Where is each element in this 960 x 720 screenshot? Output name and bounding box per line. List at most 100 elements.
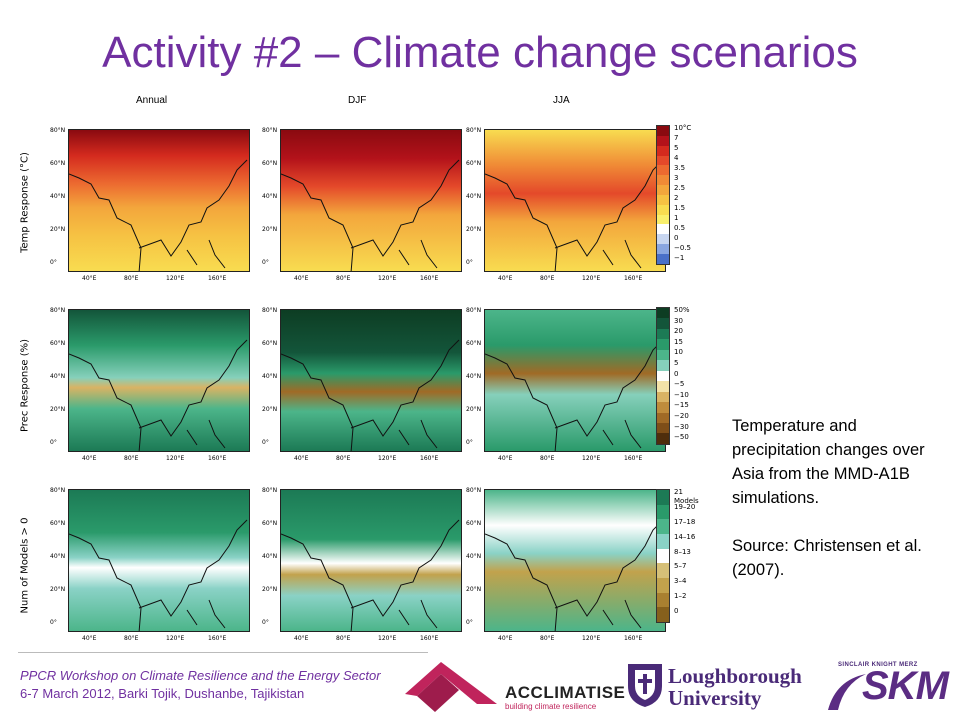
lat-tick-label: 80°N (262, 127, 278, 134)
acclimatise-logo-tagline: building climate resilience (505, 702, 597, 711)
lon-tick-label: 120°E (582, 455, 601, 462)
lat-tick-label: 60°N (262, 340, 278, 347)
colorbar-label: −0.5 (674, 244, 691, 252)
lon-tick-label: 120°E (582, 275, 601, 282)
lon-tick-label: 40°E (294, 275, 309, 282)
colorbar-label: 3 (674, 174, 679, 182)
lat-tick-label: 40°N (466, 373, 482, 380)
colorbar-swatch (657, 504, 669, 520)
lon-tick-label: 80°E (336, 455, 351, 462)
coastline-outline (485, 339, 664, 451)
lat-tick-label: 40°N (466, 193, 482, 200)
lat-tick-label: 20°N (50, 226, 66, 233)
colorbar-label: 0 (674, 607, 679, 615)
lon-tick-label: 80°E (540, 455, 555, 462)
lon-tick-label: 80°E (124, 455, 139, 462)
colorbar-label: 1–2 (674, 592, 687, 601)
lon-tick-label: 120°E (166, 275, 185, 282)
row-label-models: Num of Models > 0 (19, 517, 31, 614)
lon-tick-label: 160°E (208, 455, 227, 462)
map-panel-prec-djf (280, 309, 462, 452)
lon-tick-label: 80°E (336, 275, 351, 282)
colorbar-swatch (657, 370, 669, 382)
lat-tick-label: 0° (466, 439, 473, 446)
colorbar-label: 2.5 (674, 184, 686, 192)
colorbar-label: −15 (674, 401, 689, 410)
lat-tick-label: 20°N (50, 586, 66, 593)
colorbar-label: 2 (674, 194, 679, 202)
lat-tick-label: 0° (262, 619, 269, 626)
lat-tick-label: 80°N (50, 127, 66, 134)
colorbar-swatch (657, 519, 669, 534)
caption-source: Source: Christensen et al. (2007). (732, 537, 922, 579)
lat-tick-label: 60°N (50, 340, 66, 347)
colorbar-swatch (657, 135, 669, 146)
lat-tick-label: 20°N (262, 226, 278, 233)
lat-tick-label: 40°N (50, 553, 66, 560)
colorbar-label: −30 (674, 422, 689, 431)
colorbar-label: −20 (674, 412, 689, 421)
colorbar-swatch (657, 592, 669, 608)
loughborough-crest-icon (628, 664, 662, 707)
lon-tick-label: 120°E (378, 455, 397, 462)
lat-tick-label: 60°N (466, 160, 482, 167)
colorbar-prec (656, 307, 670, 445)
lon-tick-label: 160°E (624, 275, 643, 282)
colorbar-swatch (657, 548, 669, 564)
lat-tick-label: 80°N (466, 307, 482, 314)
map-panel-prec-annual (68, 309, 250, 452)
lon-tick-label: 80°E (124, 275, 139, 282)
skm-logo-subtitle: SINCLAIR KNIGHT MERZ (838, 662, 918, 668)
colorbar-label: 1 (674, 214, 679, 222)
lon-tick-label: 120°E (166, 455, 185, 462)
lon-tick-label: 120°E (378, 275, 397, 282)
caption-description: Temperature and precipitation changes ov… (732, 417, 925, 507)
skm-swoosh-icon (828, 674, 866, 710)
colorbar-swatch (657, 577, 669, 593)
colorbar-label: 1.5 (674, 204, 686, 212)
lat-tick-label: 20°N (50, 406, 66, 413)
map-panel-temp-annual (68, 129, 250, 272)
colorbar-label: 3–4 (674, 577, 687, 586)
map-panel-prec-jja (484, 309, 666, 452)
lon-tick-label: 160°E (208, 275, 227, 282)
lat-tick-label: 60°N (50, 160, 66, 167)
colorbar-label: 15 (674, 337, 683, 346)
map-panel-models-jja (484, 489, 666, 632)
map-panel-temp-djf (280, 129, 462, 272)
lat-tick-label: 0° (466, 619, 473, 626)
colorbar-label: 5 (674, 144, 679, 152)
skm-logo-text: SKM (862, 664, 949, 708)
colorbar-label: 17–18 (674, 517, 696, 526)
lat-tick-label: 60°N (262, 160, 278, 167)
lon-tick-label: 40°E (82, 635, 97, 642)
lat-tick-label: 0° (262, 259, 269, 266)
colorbar-swatch (657, 204, 669, 215)
lat-tick-label: 0° (50, 259, 57, 266)
colorbar-swatch (657, 155, 669, 166)
colorbar-swatch (657, 234, 669, 245)
lat-tick-label: 40°N (466, 553, 482, 560)
climate-figure: Annual DJF JJA Temp Response (°C) Prec R… (18, 95, 708, 642)
colorbar-swatch (657, 214, 669, 225)
lat-tick-label: 60°N (466, 340, 482, 347)
lon-tick-label: 120°E (378, 635, 397, 642)
loughborough-logo-line2: University (668, 686, 762, 710)
colorbar-temp (656, 125, 670, 265)
colorbar-label: 14–16 (674, 532, 696, 541)
lat-tick-label: 80°N (466, 487, 482, 494)
lat-tick-label: 20°N (262, 586, 278, 593)
colorbar-label: 0.5 (674, 224, 686, 232)
colorbar-swatch (657, 349, 669, 361)
footer-event: PPCR Workshop on Climate Resilience and … (20, 668, 381, 683)
colorbar-swatch (657, 244, 669, 254)
lat-tick-label: 0° (50, 619, 57, 626)
lon-tick-label: 160°E (420, 275, 439, 282)
lat-tick-label: 40°N (50, 193, 66, 200)
colorbar-swatch (657, 391, 669, 403)
colorbar-swatch (657, 126, 669, 136)
colorbar-label: 21 Models (674, 488, 699, 505)
colorbar-label: −10 (674, 390, 689, 399)
colorbar-models (656, 489, 670, 623)
colorbar-swatch (657, 185, 669, 195)
